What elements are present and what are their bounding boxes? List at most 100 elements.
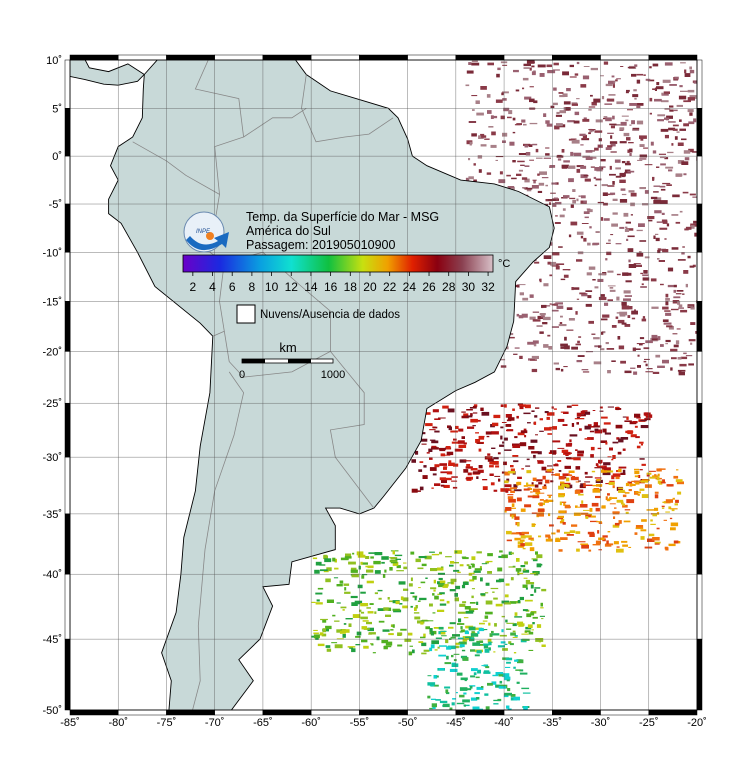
sst-speck — [685, 355, 693, 357]
sst-speck — [397, 644, 403, 647]
sst-speck — [414, 607, 417, 611]
sst-speck — [438, 577, 443, 581]
sst-speck — [652, 371, 660, 374]
sst-speck — [657, 119, 664, 122]
sst-speck — [477, 419, 481, 422]
sst-speck — [448, 462, 455, 466]
sst-speck — [485, 600, 493, 605]
sst-speck — [499, 680, 503, 684]
sst-speck — [568, 474, 572, 476]
sst-speck — [657, 473, 660, 477]
sst-speck — [654, 494, 659, 499]
sst-speck — [560, 518, 565, 523]
sst-speck — [666, 184, 672, 186]
sst-speck — [430, 684, 439, 687]
sst-speck — [402, 597, 409, 602]
sst-speck — [439, 580, 446, 584]
sst-speck — [690, 223, 697, 227]
sst-speck — [665, 547, 669, 551]
sst-speck — [517, 572, 524, 575]
sst-speck — [694, 232, 697, 237]
sst-speck — [592, 488, 601, 493]
sst-speck — [469, 637, 475, 642]
sst-speck — [575, 505, 578, 508]
sst-speck — [392, 608, 400, 611]
sst-speck — [671, 509, 675, 512]
sst-speck — [537, 190, 543, 193]
sst-speck — [548, 495, 551, 498]
sst-speck — [619, 179, 626, 183]
sst-speck — [619, 226, 625, 229]
sst-speck — [545, 120, 550, 124]
frame-segment — [503, 709, 553, 716]
sst-speck — [556, 305, 564, 309]
map-frame — [64, 54, 703, 716]
sst-speck — [431, 447, 439, 450]
sst-speck — [523, 63, 531, 67]
sst-speck — [519, 669, 524, 672]
sst-speck — [650, 196, 658, 200]
sst-speck — [645, 363, 648, 367]
sst-speck — [481, 411, 490, 416]
sst-speck — [616, 296, 620, 301]
sst-speck — [671, 357, 677, 360]
sst-speck — [517, 659, 524, 664]
sst-speck — [520, 535, 526, 539]
sst-speck — [459, 603, 466, 607]
sst-speck — [524, 542, 533, 546]
sst-speck — [514, 537, 521, 541]
sst-speck — [563, 411, 569, 414]
sst-speck — [639, 240, 647, 242]
sst-speck — [444, 477, 452, 481]
sst-speck — [423, 465, 427, 468]
sst-speck — [589, 156, 597, 159]
sst-speck — [568, 442, 573, 446]
sst-speck — [472, 109, 475, 111]
sst-speck — [483, 670, 490, 674]
sst-speck — [429, 439, 436, 441]
sst-speck — [524, 561, 528, 565]
sst-speck — [468, 609, 475, 613]
sst-speck — [608, 239, 611, 242]
sst-speck — [670, 367, 673, 371]
sst-speck — [681, 138, 687, 141]
sst-speck — [683, 352, 687, 355]
sst-speck — [557, 158, 562, 161]
sst-speck — [595, 463, 599, 466]
sst-speck — [514, 436, 518, 439]
sst-speck — [542, 486, 547, 490]
sst-speck — [420, 620, 429, 622]
sst-speck — [389, 600, 393, 603]
sst-speck — [689, 112, 693, 116]
sst-speck — [677, 301, 681, 305]
sst-speck — [437, 567, 444, 571]
sst-speck — [566, 534, 574, 536]
sst-speck — [562, 269, 571, 271]
sst-speck — [634, 64, 638, 67]
sst-speck — [517, 476, 522, 479]
sst-speck — [444, 454, 451, 456]
sst-speck — [433, 579, 436, 584]
sst-speck — [427, 682, 436, 686]
sst-speck — [431, 487, 434, 489]
sst-speck — [656, 221, 664, 223]
sst-speck — [336, 602, 341, 604]
sst-speck — [587, 295, 592, 299]
sst-speck — [621, 540, 628, 543]
sst-speck — [322, 628, 326, 633]
frame-segment — [117, 709, 167, 716]
sst-speck — [532, 477, 537, 481]
sst-speck — [447, 645, 456, 650]
sst-speck — [615, 167, 621, 170]
frame-segment — [552, 54, 601, 61]
sst-speck — [625, 221, 631, 224]
lon-label: -70˚ — [205, 717, 225, 729]
logo: INPE — [183, 211, 229, 253]
sst-speck — [549, 524, 554, 527]
sst-speck — [644, 484, 652, 488]
sst-speck — [429, 647, 433, 652]
sst-speck — [519, 672, 528, 675]
sst-speck — [611, 497, 618, 499]
scale-bar-segment — [242, 359, 265, 363]
sst-speck — [487, 553, 493, 557]
